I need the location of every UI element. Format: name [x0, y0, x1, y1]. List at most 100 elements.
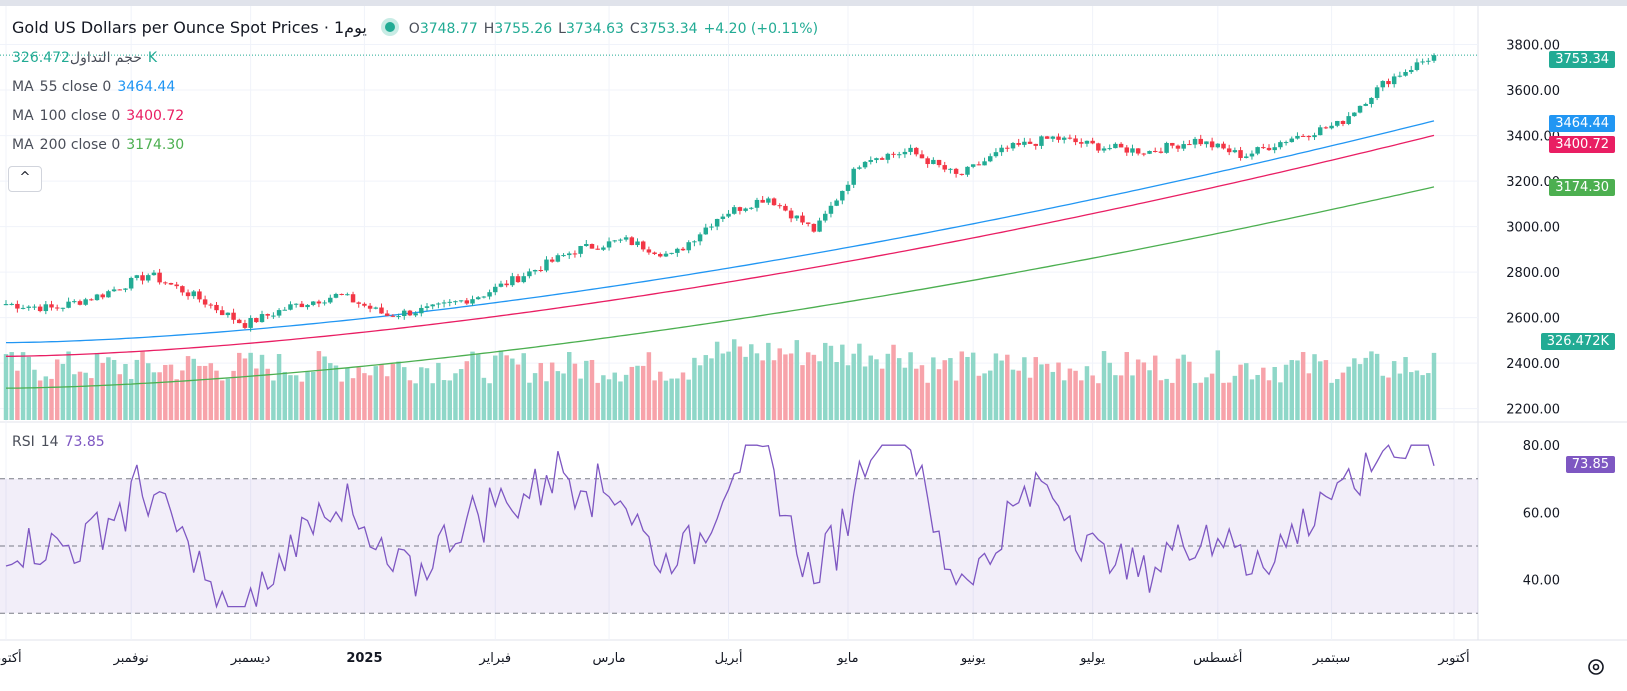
candle-body [714, 218, 720, 227]
volume-bar [271, 380, 276, 420]
candle [384, 310, 390, 317]
volume-bar [1027, 377, 1033, 420]
candle [1295, 132, 1300, 140]
candle-body [94, 294, 100, 301]
volume-bar [242, 358, 248, 420]
candle [134, 274, 140, 281]
volume-bar [1255, 374, 1260, 420]
symbol-title[interactable]: Gold US Dollars per Ounce Spot Prices · … [12, 18, 367, 37]
volume-bar [441, 380, 447, 420]
volume-bar [1380, 375, 1386, 420]
price-tick-label: 2200.00 [1506, 403, 1560, 418]
candle-body [1278, 142, 1283, 148]
volume-bar [874, 359, 879, 420]
candle [1130, 144, 1135, 156]
rsi-legend[interactable]: RSI 14 73.85 [12, 434, 111, 450]
candle-body [214, 304, 219, 311]
volume-bar [1420, 375, 1425, 420]
volume-bar [845, 365, 851, 420]
candle [902, 148, 908, 158]
candle [362, 302, 367, 308]
volume-bar [635, 365, 640, 420]
candle [970, 164, 976, 169]
volume-bar [601, 375, 606, 420]
volume-bar [703, 355, 709, 420]
volume-bar [658, 371, 663, 420]
candle [1289, 136, 1295, 143]
candle-body [197, 291, 202, 300]
time-tick-label: يوليو [1079, 651, 1105, 666]
ma100-legend[interactable]: MA 100 close 0 3400.72 [12, 108, 190, 124]
candle [117, 289, 123, 291]
volume-bar [988, 370, 993, 420]
candle [419, 304, 424, 317]
volume-bar [731, 339, 737, 420]
candle [43, 300, 49, 315]
candle [424, 303, 430, 311]
candle-body [15, 303, 20, 309]
volume-bar [413, 383, 418, 420]
candle-body [914, 147, 919, 155]
volume-bar [214, 370, 219, 420]
close-label: C [629, 21, 640, 37]
candle [931, 157, 936, 165]
volume-bar [1022, 357, 1027, 420]
candle [919, 150, 925, 159]
ma200-legend[interactable]: MA 200 close 0 3174.30 [12, 137, 190, 153]
candle [1391, 73, 1397, 88]
candle-body [185, 292, 191, 297]
volume-bar [157, 372, 162, 420]
candle [1090, 137, 1095, 145]
candle [1283, 140, 1289, 146]
ma55-legend[interactable]: MA 55 close 0 3464.44 [12, 79, 181, 95]
candle [106, 289, 111, 298]
volume-bar [1044, 363, 1050, 420]
candle-body [891, 153, 896, 155]
ma55-legend-params: 55 close 0 [39, 79, 112, 95]
candle [248, 315, 253, 332]
volume-bar [259, 354, 265, 420]
volume-bar [305, 371, 310, 420]
candle [316, 299, 322, 308]
top-toolbar-strip [0, 0, 1627, 6]
candle-body [549, 259, 555, 262]
candle [259, 310, 265, 323]
volume-bar [811, 354, 817, 420]
candle-body [367, 305, 373, 309]
candle [83, 297, 88, 306]
volume-bar [197, 365, 202, 420]
volume-bar [1209, 373, 1215, 420]
candle [601, 245, 606, 251]
candle-body [874, 158, 879, 161]
settings-icon[interactable] [1585, 656, 1607, 678]
candle [1158, 147, 1164, 154]
candle [373, 306, 379, 310]
volume-bar [885, 353, 891, 420]
price-tick-label: 2600.00 [1506, 312, 1560, 327]
volume-bar [1317, 361, 1323, 420]
volume-bar [857, 343, 862, 420]
volume-bar [1226, 382, 1232, 420]
collapse-legend-button[interactable]: ^ [8, 166, 42, 192]
candle [686, 240, 691, 254]
volume-bar [1403, 357, 1408, 420]
candle-body [919, 154, 925, 159]
candle-body [271, 315, 276, 317]
candle-body [163, 282, 168, 284]
candle-body [1346, 116, 1351, 124]
candle-body [1130, 148, 1135, 153]
volume-bar [1426, 373, 1431, 420]
volume-price-label: 326.472K [1540, 333, 1615, 350]
candle-body [407, 310, 413, 316]
candle-body [555, 255, 561, 262]
candle [197, 289, 202, 303]
volume-legend[interactable]: حجم التداول326.472K [12, 50, 163, 66]
volume-bar [1033, 357, 1038, 420]
candle [1335, 120, 1340, 128]
volume-bar [1118, 375, 1124, 420]
candle-body [623, 237, 629, 240]
volume-bar [225, 378, 231, 420]
candle [305, 304, 310, 310]
